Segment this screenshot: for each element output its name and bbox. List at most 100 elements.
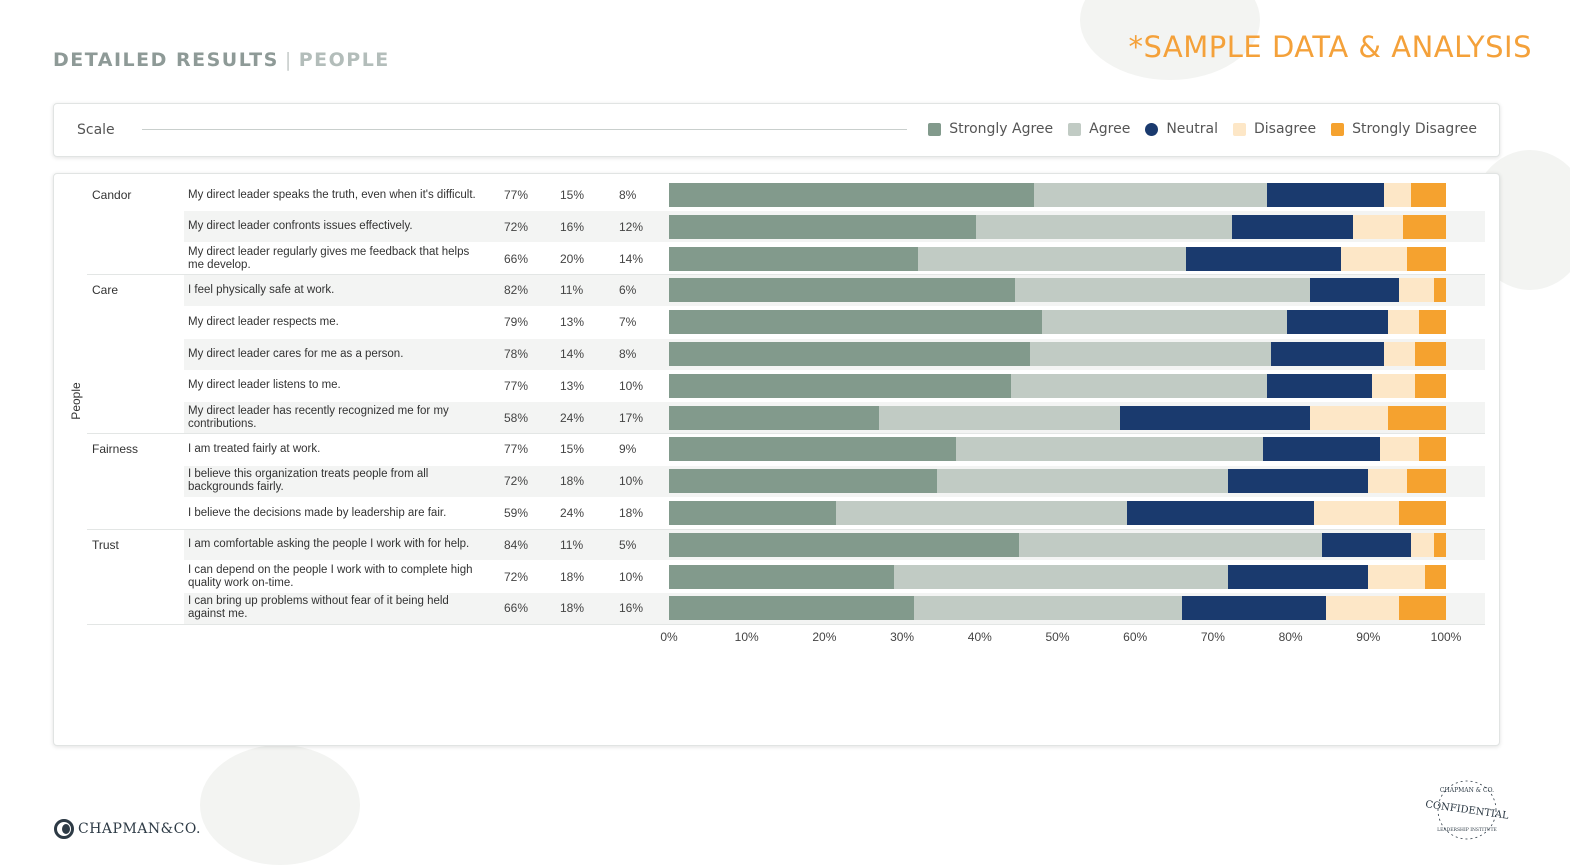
favorable-pct: 77% [504,378,529,393]
unfavorable-pct: 5% [619,537,637,552]
question-text: My direct leader listens to me. [188,379,341,392]
background-decoration [200,745,360,865]
neutral-pct: 11% [560,283,584,298]
bar-segment-strongly-agree [669,469,938,494]
favorable-pct: 72% [504,219,529,234]
x-tick-label: 20% [812,630,837,644]
question-text: My direct leader speaks the truth, even … [188,188,476,201]
favorable-pct: 72% [504,474,529,489]
unfavorable-pct: 10% [619,378,644,393]
unfavorable-pct: 6% [619,283,637,298]
bar-segment-strongly-agree [669,183,1035,207]
neutral-pct: 18% [560,569,585,584]
bar-segment-agree [1030,342,1272,366]
x-tick-label: 30% [890,630,915,644]
bar-segment-disagree [1411,532,1435,557]
bar-segment-strongly-agree [669,373,1011,398]
x-tick-label: 60% [1123,630,1148,644]
neutral-pct: 11% [560,537,584,552]
unfavorable-pct: 8% [619,188,637,202]
neutral-pct: 18% [560,474,585,489]
bar-segment-strongly-disagree [1407,246,1446,271]
bar-segment-neutral [1321,532,1412,557]
favorable-pct: 84% [504,537,529,552]
group-label: Trust [92,537,119,552]
neutral-pct: 15% [560,442,585,457]
seal-center-text: CONFIDENTIAL [1425,799,1509,822]
stacked-bar [669,278,1446,303]
favorable-pct: 66% [504,601,529,616]
bar-segment-disagree [1383,183,1412,207]
bar-segment-strongly-disagree [1387,405,1446,430]
x-tick-label: 10% [734,630,759,644]
favorable-pct: 72% [504,569,529,584]
neutral-pct: 24% [560,506,585,520]
bar-segment-neutral [1228,564,1369,589]
bar-segment-agree [836,501,1128,525]
stacked-bar [669,373,1446,398]
x-tick-label: 40% [967,630,992,644]
stacked-bar [669,532,1446,557]
legend-label: Strongly Agree [949,121,1054,137]
neutral-pct: 13% [560,315,585,330]
question-text: I believe this organization treats peopl… [188,468,429,494]
bar-segment-agree [894,564,1229,589]
bar-segment-disagree [1368,564,1426,589]
bar-segment-strongly-disagree [1434,278,1446,303]
bar-segment-strongly-disagree [1418,310,1446,335]
bar-segment-strongly-disagree [1418,437,1446,462]
stacked-bar [669,437,1446,462]
group-label: Candor [92,188,132,202]
bar-segment-strongly-agree [669,564,895,589]
stacked-bar [669,183,1446,207]
question-text: I can depend on the people I work with t… [188,563,473,589]
question-text: My direct leader cares for me as a perso… [188,347,404,360]
bar-segment-disagree [1325,596,1400,621]
stacked-bar [669,342,1446,366]
bar-segment-neutral [1267,183,1384,207]
question-text: I am treated fairly at work. [188,442,321,455]
results-chart: People Candor My direct leader speaks the… [53,173,1500,746]
neutral-pct: 18% [560,601,585,616]
question-text: I believe the decisions made by leadersh… [188,506,447,519]
group-label: Care [92,283,119,298]
bar-segment-agree [937,469,1229,494]
title-separator: | [284,49,293,71]
bar-segment-neutral [1181,596,1326,621]
favorable-pct: 82% [504,283,529,298]
x-tick-label: 100% [1430,630,1462,644]
unfavorable-pct: 9% [619,442,637,457]
bar-segment-disagree [1352,214,1404,239]
stacked-bar [669,469,1446,494]
bar-segment-neutral [1185,246,1342,271]
question-text: I can bring up problems without fear of … [188,595,449,621]
logo-mark-icon [54,819,74,839]
unfavorable-pct: 16% [619,601,644,616]
stacked-bar [669,310,1446,335]
legend-swatch [1233,122,1246,136]
unfavorable-pct: 8% [619,347,637,361]
x-tick-label: 70% [1200,630,1225,644]
bar-segment-strongly-disagree [1434,532,1446,557]
bar-segment-neutral [1127,501,1314,525]
neutral-pct: 14% [560,347,585,361]
bar-segment-strongly-agree [669,405,879,430]
neutral-pct: 20% [560,251,585,266]
logo-text: CHAPMAN&CO. [78,821,201,837]
seal-bottom-text: LEADERSHIP INSTITUTE [1437,827,1497,833]
bar-segment-strongly-disagree [1414,342,1446,366]
x-tick-label: 0% [660,630,678,644]
unfavorable-pct: 18% [619,506,644,520]
bar-segment-disagree [1383,342,1415,366]
stacked-bar [669,405,1446,430]
bar-segment-agree [956,437,1264,462]
dimension-label: People [69,382,83,420]
bar-segment-strongly-disagree [1399,596,1446,621]
question-text: My direct leader has recently recognized… [188,404,449,430]
scale-legend: Scale Strongly Agree Agree Neutral Disagree… [53,103,1500,157]
group-separator [87,624,1485,626]
bar-segment-strongly-agree [669,278,1015,303]
favorable-pct: 77% [504,188,529,202]
stacked-bar [669,596,1446,621]
bar-segment-strongly-agree [669,532,1019,557]
